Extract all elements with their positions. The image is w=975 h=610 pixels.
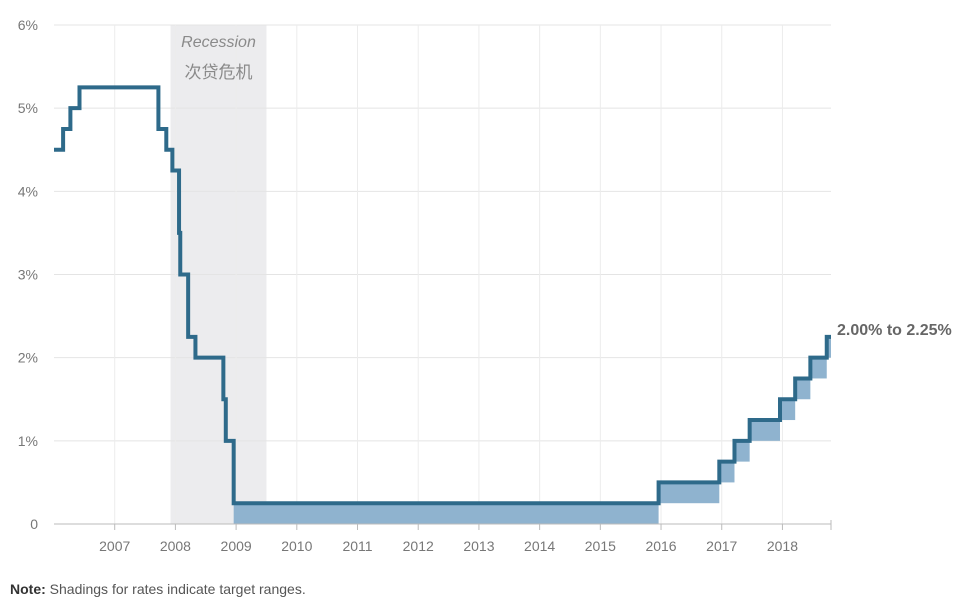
target-range-band <box>780 399 796 421</box>
x-tick-label: 2016 <box>645 538 676 554</box>
target-range-band <box>658 482 720 504</box>
x-tick-label: 2018 <box>767 538 798 554</box>
note-label: Note: <box>10 581 46 597</box>
y-tick-label: 2% <box>18 350 38 366</box>
grid-lines <box>54 24 831 525</box>
y-tick-label: 4% <box>18 183 38 199</box>
axes <box>54 520 832 530</box>
y-tick-label: 3% <box>18 267 38 283</box>
target-range-band <box>233 503 659 524</box>
fed-funds-rate-chart: 01%2%3%4%5%6% 2007 2008 2009 2010 2011 2012 20… <box>18 17 952 554</box>
recession-label: Recession <box>181 34 256 51</box>
x-tick-label: 2010 <box>281 538 312 554</box>
y-tick-label: 6% <box>18 17 38 33</box>
x-tick-label: 2015 <box>585 538 616 554</box>
target-range-band <box>749 420 781 441</box>
x-tick-label: 2012 <box>403 538 434 554</box>
rate-step-line <box>54 85 831 506</box>
recession-label-cn: 次贷危机 <box>185 63 253 83</box>
target-range-shading <box>233 336 831 524</box>
y-tick-label: 1% <box>18 433 38 449</box>
x-tick-label: 2014 <box>524 538 555 554</box>
target-range-band <box>810 357 827 379</box>
x-tick-label: 2009 <box>221 538 252 554</box>
x-tick-label: 2011 <box>342 538 372 554</box>
end-value-annotation: 2.00% to 2.25% <box>837 322 952 339</box>
y-tick-label: 5% <box>18 100 38 116</box>
x-axis-ticks: 2007 2008 2009 2010 2011 2012 2013 2014 2015 2016… <box>99 524 798 554</box>
y-tick-label: 0 <box>30 516 38 532</box>
x-tick-label: 2017 <box>706 538 737 554</box>
chart-note: Note: Shadings for rates indicate target… <box>10 581 306 597</box>
target-range-band <box>719 461 735 483</box>
x-tick-label: 2008 <box>160 538 191 554</box>
x-tick-label: 2007 <box>99 538 130 554</box>
target-range-band <box>795 378 811 400</box>
x-tick-label: 2013 <box>463 538 494 554</box>
target-range-band <box>826 336 831 358</box>
target-range-band <box>734 440 750 462</box>
note-text: Shadings for rates indicate target range… <box>45 581 306 597</box>
y-axis-ticks: 0 1% 2% 3% 4% 5% 6% <box>18 17 38 532</box>
